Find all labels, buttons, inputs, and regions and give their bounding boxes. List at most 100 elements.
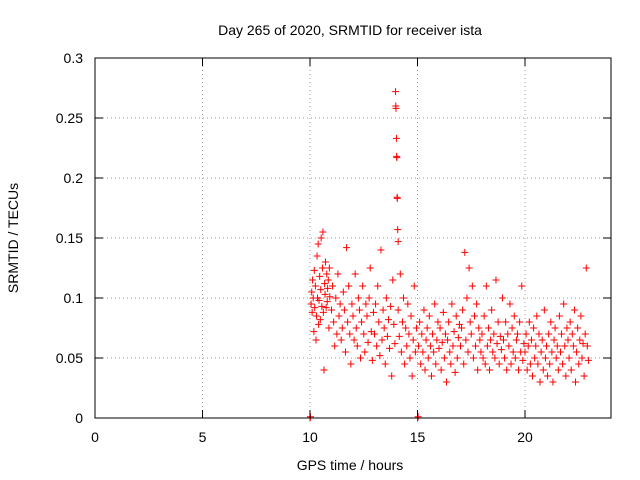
data-point xyxy=(535,330,543,338)
data-point xyxy=(448,300,456,308)
data-point xyxy=(357,354,365,362)
data-point xyxy=(552,354,560,362)
data-point xyxy=(461,248,469,256)
data-point xyxy=(391,340,399,348)
data-point xyxy=(405,330,413,338)
data-point xyxy=(453,354,461,362)
data-point xyxy=(478,330,486,338)
data-point xyxy=(555,312,563,320)
data-point xyxy=(556,348,564,356)
data-point xyxy=(417,360,425,368)
data-point xyxy=(565,354,573,362)
data-point xyxy=(402,324,410,332)
data-point xyxy=(516,318,524,326)
data-point xyxy=(526,360,534,368)
data-point xyxy=(522,330,530,338)
data-point xyxy=(409,336,417,344)
data-point xyxy=(546,360,554,368)
data-point xyxy=(324,284,332,292)
data-point xyxy=(383,332,391,340)
data-point xyxy=(361,348,369,356)
data-point xyxy=(505,342,513,350)
data-point xyxy=(319,308,327,316)
data-point xyxy=(450,328,458,336)
data-point xyxy=(364,338,372,346)
data-point xyxy=(532,342,540,350)
data-point xyxy=(481,360,489,368)
data-point xyxy=(544,372,552,380)
data-point xyxy=(444,336,452,344)
data-point xyxy=(371,330,378,338)
data-point xyxy=(494,318,502,326)
data-point xyxy=(333,330,341,338)
data-point xyxy=(513,330,521,338)
data-point xyxy=(518,282,526,290)
data-point xyxy=(464,348,472,356)
data-point xyxy=(536,378,544,386)
y-tick-label: 0.15 xyxy=(56,230,83,246)
data-point xyxy=(438,338,446,346)
data-point xyxy=(548,348,556,356)
data-point xyxy=(436,324,444,332)
data-point xyxy=(460,360,468,368)
data-point xyxy=(473,300,481,308)
data-point xyxy=(315,320,323,328)
data-point xyxy=(483,342,491,350)
data-point xyxy=(345,282,353,290)
data-point xyxy=(389,276,397,284)
x-tick-label: 10 xyxy=(302,429,318,445)
data-point xyxy=(490,330,498,338)
data-point xyxy=(314,240,322,248)
data-point xyxy=(397,348,405,356)
data-point xyxy=(406,354,414,362)
data-point xyxy=(533,312,541,320)
data-point xyxy=(353,342,361,350)
data-point xyxy=(372,300,380,308)
data-point xyxy=(467,330,475,338)
data-point xyxy=(455,320,463,328)
data-point xyxy=(520,340,528,348)
data-point xyxy=(443,378,451,386)
data-point xyxy=(312,336,320,344)
data-point xyxy=(318,264,326,272)
data-point xyxy=(407,312,415,320)
data-point xyxy=(395,332,403,340)
data-point xyxy=(316,316,324,324)
data-point xyxy=(427,372,435,380)
data-point xyxy=(449,342,457,350)
data-point xyxy=(441,330,449,338)
data-point xyxy=(352,324,360,332)
data-point xyxy=(359,282,367,290)
data-point xyxy=(366,264,374,272)
data-point xyxy=(322,304,330,312)
data-point xyxy=(562,372,570,380)
data-point xyxy=(332,294,340,302)
data-point xyxy=(582,264,590,272)
data-point xyxy=(470,312,478,320)
data-point xyxy=(432,360,440,368)
data-point xyxy=(376,352,384,360)
data-point xyxy=(424,354,432,362)
data-point xyxy=(392,134,400,142)
data-point xyxy=(447,360,455,368)
data-point xyxy=(307,300,315,308)
data-point xyxy=(524,342,532,350)
data-point xyxy=(563,324,571,332)
data-point xyxy=(360,330,368,338)
y-tick-label: 0.05 xyxy=(56,350,83,366)
data-point xyxy=(549,378,557,386)
data-point xyxy=(336,300,344,308)
data-point xyxy=(584,356,592,364)
data-point xyxy=(440,354,448,362)
data-point xyxy=(465,264,473,272)
data-point xyxy=(415,342,423,350)
data-point xyxy=(331,342,339,350)
data-point xyxy=(334,270,342,278)
data-point xyxy=(572,378,580,386)
data-point xyxy=(323,298,331,306)
data-point xyxy=(506,300,514,308)
data-point xyxy=(474,366,482,374)
data-point xyxy=(538,336,546,344)
data-point xyxy=(491,354,499,362)
data-point xyxy=(569,342,577,350)
